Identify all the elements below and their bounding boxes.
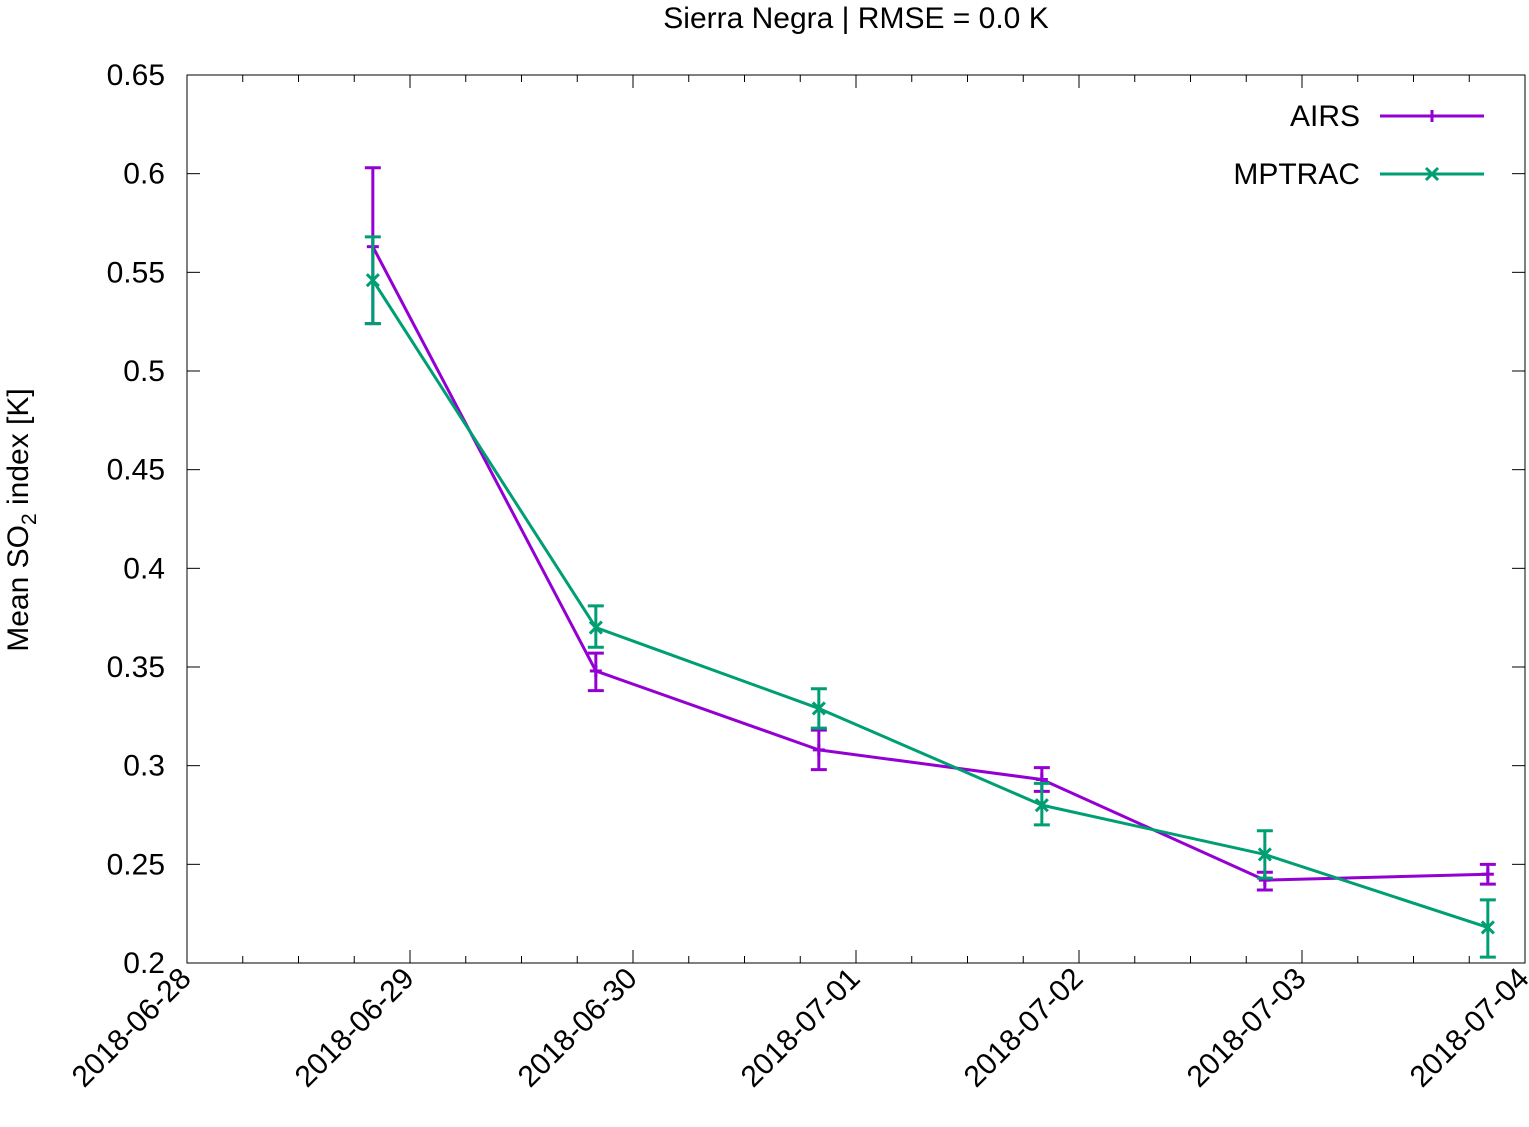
data-point [812, 743, 825, 756]
data-point [1481, 868, 1494, 881]
series-line-mptrac [371, 279, 1489, 929]
legend: AIRS MPTRAC [1233, 100, 1484, 191]
y-tick-label: 0.55 [107, 256, 165, 289]
y-axis: 0.2 0.25 0.3 0.35 0.4 0.45 0.5 0.55 0.6 0.65 [107, 59, 1525, 980]
y-tick-label: 0.4 [123, 552, 165, 585]
data-point [1480, 920, 1495, 935]
y-axis-label-prefix: Mean SO [2, 525, 35, 652]
y-tick-label: 0.65 [107, 59, 165, 92]
data-point [589, 664, 602, 677]
legend-item-airs: AIRS [1290, 100, 1484, 133]
y-tick-label: 0.5 [123, 355, 165, 388]
y-axis-label-suffix: index [K] [2, 388, 35, 513]
x-axis: 2018-06-28 2018-06-29 2018-06-30 2018-07-01… [66, 75, 1529, 1094]
legend-marker [1424, 166, 1440, 182]
data-point [588, 620, 603, 635]
x-tick-label: 2018-07-04 [1404, 962, 1529, 1094]
x-tick-label: 2018-07-03 [1181, 962, 1313, 1094]
x-tick-label: 2018-06-28 [66, 962, 198, 1094]
series-mptrac [364, 235, 1496, 959]
y-tick-label: 0.45 [107, 454, 165, 487]
y-tick-label: 0.25 [107, 848, 165, 881]
data-point [1034, 798, 1049, 813]
y-tick-label: 0.35 [107, 651, 165, 684]
chart-title: Sierra Negra | RMSE = 0.0 K [663, 2, 1048, 35]
data-point [365, 273, 380, 288]
series-line-airs [371, 245, 1488, 882]
plot-frame [186, 74, 1526, 964]
plot-border [186, 74, 1526, 964]
x-tick-label: 2018-06-29 [289, 962, 421, 1094]
y-tick-label: 0.3 [123, 750, 165, 783]
y-tick-label: 0.6 [123, 158, 165, 191]
series-airs [364, 166, 1496, 892]
series-layer [364, 166, 1496, 959]
data-point [811, 701, 826, 716]
x-tick-label: 2018-06-30 [512, 962, 644, 1094]
legend-item-mptrac: MPTRAC [1233, 158, 1484, 191]
y-tick-label: 0.2 [123, 947, 165, 980]
y-axis-label: Mean SO2 index [K] [2, 388, 41, 652]
legend-label: MPTRAC [1233, 158, 1360, 191]
x-tick-label: 2018-07-02 [958, 962, 1090, 1094]
y-axis-label-subscript: 2 [18, 513, 41, 525]
legend-marker [1426, 110, 1438, 122]
legend-label: AIRS [1290, 100, 1360, 133]
data-point [1257, 847, 1272, 862]
x-tick-label: 2018-07-01 [735, 962, 867, 1094]
